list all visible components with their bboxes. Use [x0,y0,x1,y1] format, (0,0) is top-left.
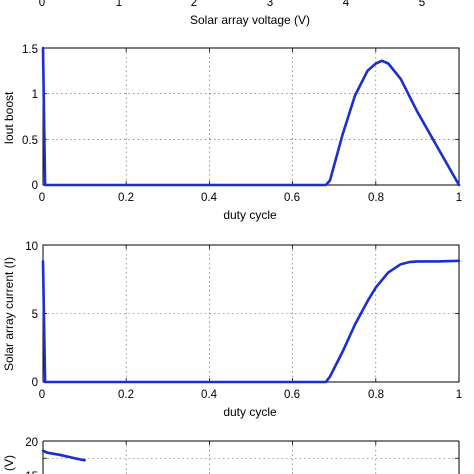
p1-xtick-4: 4 [343,0,350,9]
p3-xtick-2: 0.4 [201,389,218,401]
p3-ytick-1: 5 [32,309,38,321]
p3-ylabel: Solar array current (I) [2,257,16,371]
p2-xtick-2: 0.4 [201,192,218,204]
p2-grid [42,47,460,186]
p2-xtick-5: 1 [456,192,462,204]
p2-ytick-2: 1 [32,89,38,101]
p1-xtick-0: 0 [39,0,45,9]
p3-series-line [41,259,461,384]
p1-xtick-2: 2 [191,0,197,9]
panel-3: 0 0.2 0.4 0.6 0.8 1 0 5 10 duty cycle So… [2,241,462,419]
p2-series-line [41,46,461,187]
p2-xtick-3: 0.6 [284,192,300,204]
p3-xtick-1: 0.2 [118,389,134,401]
p4-ytick-0: 20 [25,437,38,449]
p2-ytick-3: 1.5 [22,44,38,56]
p4-ytick-1: 15 [25,471,38,474]
p4-ylabel: e (V) [2,455,16,474]
p2-xtick-0: 0 [39,192,45,204]
p2-xtick-4: 0.8 [368,192,384,204]
p2-ytick-0: 0 [32,180,38,192]
p2-xlabel: duty cycle [223,208,277,222]
p3-xlabel: duty cycle [223,405,277,419]
p2-ylabel: Iout boost [2,91,16,144]
p3-ytick-2: 10 [25,241,38,253]
p2-xtick-1: 0.2 [118,192,134,204]
panel-4: 20 15 e (V) [2,437,460,474]
p3-xtick-0: 0 [39,389,45,401]
p4-grid [42,440,460,474]
p3-xtick-5: 1 [456,389,462,401]
p2-ytick-1: 0.5 [22,135,38,147]
p3-xtick-3: 0.6 [284,389,300,401]
p3-xtick-4: 0.8 [368,389,384,401]
p3-ytick-0: 0 [32,377,38,389]
p4-series-line [41,449,86,462]
p2-axes-frame [42,47,460,186]
p1-xlabel: Solar array voltage (V) [190,13,310,27]
p1-xtick-5: 5 [419,0,425,9]
p1-xtick-3: 3 [267,0,273,9]
panel-2: 0 0.2 0.4 0.6 0.8 1 0 0.5 1 1.5 duty cyc… [2,44,462,222]
p1-xtick-1: 1 [116,0,122,9]
panel-1: 0 1 2 3 4 5 Solar array voltage (V) [39,0,425,27]
